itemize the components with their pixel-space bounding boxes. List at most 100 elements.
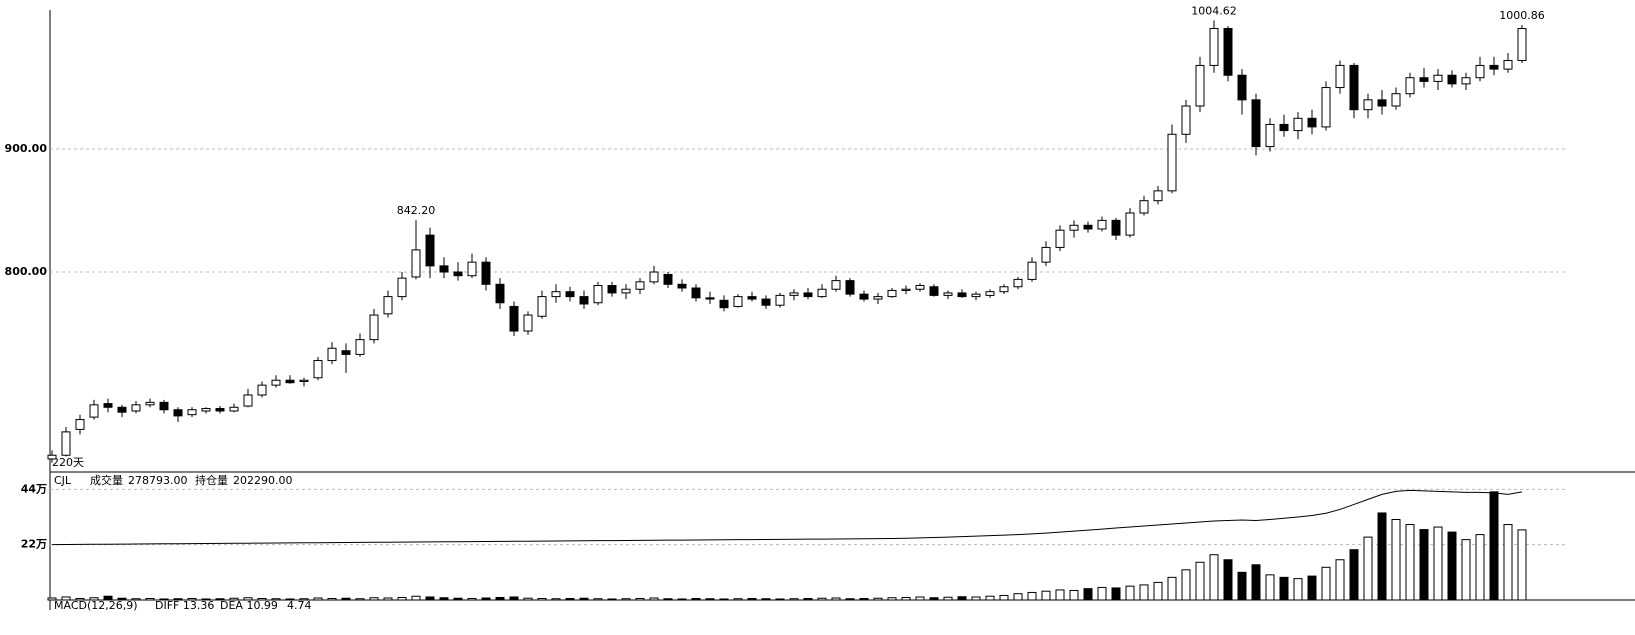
volume-bar xyxy=(1405,524,1415,601)
candle-body xyxy=(201,408,211,412)
candle-body xyxy=(579,296,589,305)
volume-bar xyxy=(761,598,771,601)
candle-body xyxy=(89,404,99,418)
candle-body xyxy=(985,291,995,296)
candle-body xyxy=(789,292,799,296)
volume-bar xyxy=(649,597,659,601)
candle-body xyxy=(1363,99,1373,111)
volume-bar xyxy=(775,598,785,601)
candle-body xyxy=(1433,74,1443,82)
volume-bar xyxy=(705,598,715,601)
candle-body xyxy=(901,288,911,291)
volume-bar xyxy=(831,597,841,601)
candle-body xyxy=(1125,212,1135,236)
volume-bar xyxy=(1433,526,1443,601)
candle-body xyxy=(47,454,57,460)
candle-body xyxy=(1237,74,1247,101)
volume-bar xyxy=(173,598,183,601)
candle-body xyxy=(1041,246,1051,263)
volume-bar xyxy=(607,598,617,601)
volume-bar xyxy=(817,597,827,601)
volume-bar xyxy=(1349,549,1359,601)
volume-bar xyxy=(327,597,337,601)
volume-bar xyxy=(215,598,225,601)
volume-bar xyxy=(1069,589,1079,601)
candle-body xyxy=(1307,117,1317,128)
candle-body xyxy=(383,296,393,315)
candle-body xyxy=(1447,74,1457,85)
candle-body xyxy=(719,299,729,309)
y-tick-label: 44万 xyxy=(21,482,47,495)
candle-body xyxy=(1293,117,1303,132)
candle-body xyxy=(537,296,547,317)
volume-bar xyxy=(397,596,407,601)
volume-bar xyxy=(285,598,295,601)
volume-bar xyxy=(887,597,897,601)
volume-bar xyxy=(1321,566,1331,601)
candle-body xyxy=(1405,77,1415,95)
volume-bar xyxy=(873,597,883,601)
candle-body xyxy=(1223,28,1233,76)
volume-bar xyxy=(733,598,743,601)
volume-bar xyxy=(957,596,967,601)
candle-body xyxy=(705,297,715,300)
volume-bar xyxy=(1237,571,1247,601)
candle-body xyxy=(187,409,197,416)
volume-bar xyxy=(201,598,211,601)
volume-bar xyxy=(1461,539,1471,601)
volume-bar xyxy=(537,597,547,601)
volume-bar xyxy=(971,596,981,601)
y-tick-label: 22万 xyxy=(21,538,47,551)
volume-bar xyxy=(1419,529,1429,601)
candle-body xyxy=(229,406,239,412)
volume-bar xyxy=(635,597,645,601)
candle-body xyxy=(1461,77,1471,85)
candle-body xyxy=(355,339,365,355)
candle-body xyxy=(327,347,337,362)
volume-bar xyxy=(621,598,631,601)
candle-body xyxy=(411,249,421,278)
candle-body xyxy=(943,292,953,296)
volume-bar xyxy=(523,597,533,601)
candle-body xyxy=(929,286,939,296)
volume-bar xyxy=(243,597,253,601)
volume-bar xyxy=(943,596,953,601)
volume-bar xyxy=(845,598,855,601)
volume-bar xyxy=(481,597,491,601)
volume-bar xyxy=(229,597,239,601)
volume-bar xyxy=(747,597,757,601)
candle-body xyxy=(551,291,561,298)
volume-bar xyxy=(383,597,393,601)
macd-name: MACD(12,26,9) xyxy=(54,599,138,612)
candle-body xyxy=(159,401,169,411)
indicator-name: CJL xyxy=(54,474,72,487)
candle-body xyxy=(1475,64,1485,79)
candle-body xyxy=(1167,133,1177,192)
candle-body xyxy=(817,288,827,298)
candle-body xyxy=(467,261,477,277)
candle-body xyxy=(1055,229,1065,248)
candle-body xyxy=(887,289,897,298)
candle-body xyxy=(103,403,113,408)
candle-body xyxy=(75,419,85,430)
oi-label: 持仓量 xyxy=(195,473,228,487)
candle-body xyxy=(1377,99,1387,107)
candle-body xyxy=(243,394,253,407)
volume-bar xyxy=(1181,569,1191,601)
open-interest-line xyxy=(51,489,1523,546)
volume-bar xyxy=(929,597,939,601)
volume-bar xyxy=(1111,587,1121,601)
candle-body xyxy=(1419,77,1429,82)
candle-body xyxy=(1251,99,1261,148)
macd-dea: DEA 10.99 xyxy=(220,599,278,612)
candle-body xyxy=(873,296,883,300)
volume-bar xyxy=(551,598,561,601)
candle-body xyxy=(215,408,225,412)
volume-bar xyxy=(1265,574,1275,601)
volume-bar xyxy=(159,598,169,601)
candle-body xyxy=(859,293,869,300)
macd-diff: DIFF 13.36 xyxy=(155,599,214,612)
volume-bar xyxy=(1097,586,1107,601)
